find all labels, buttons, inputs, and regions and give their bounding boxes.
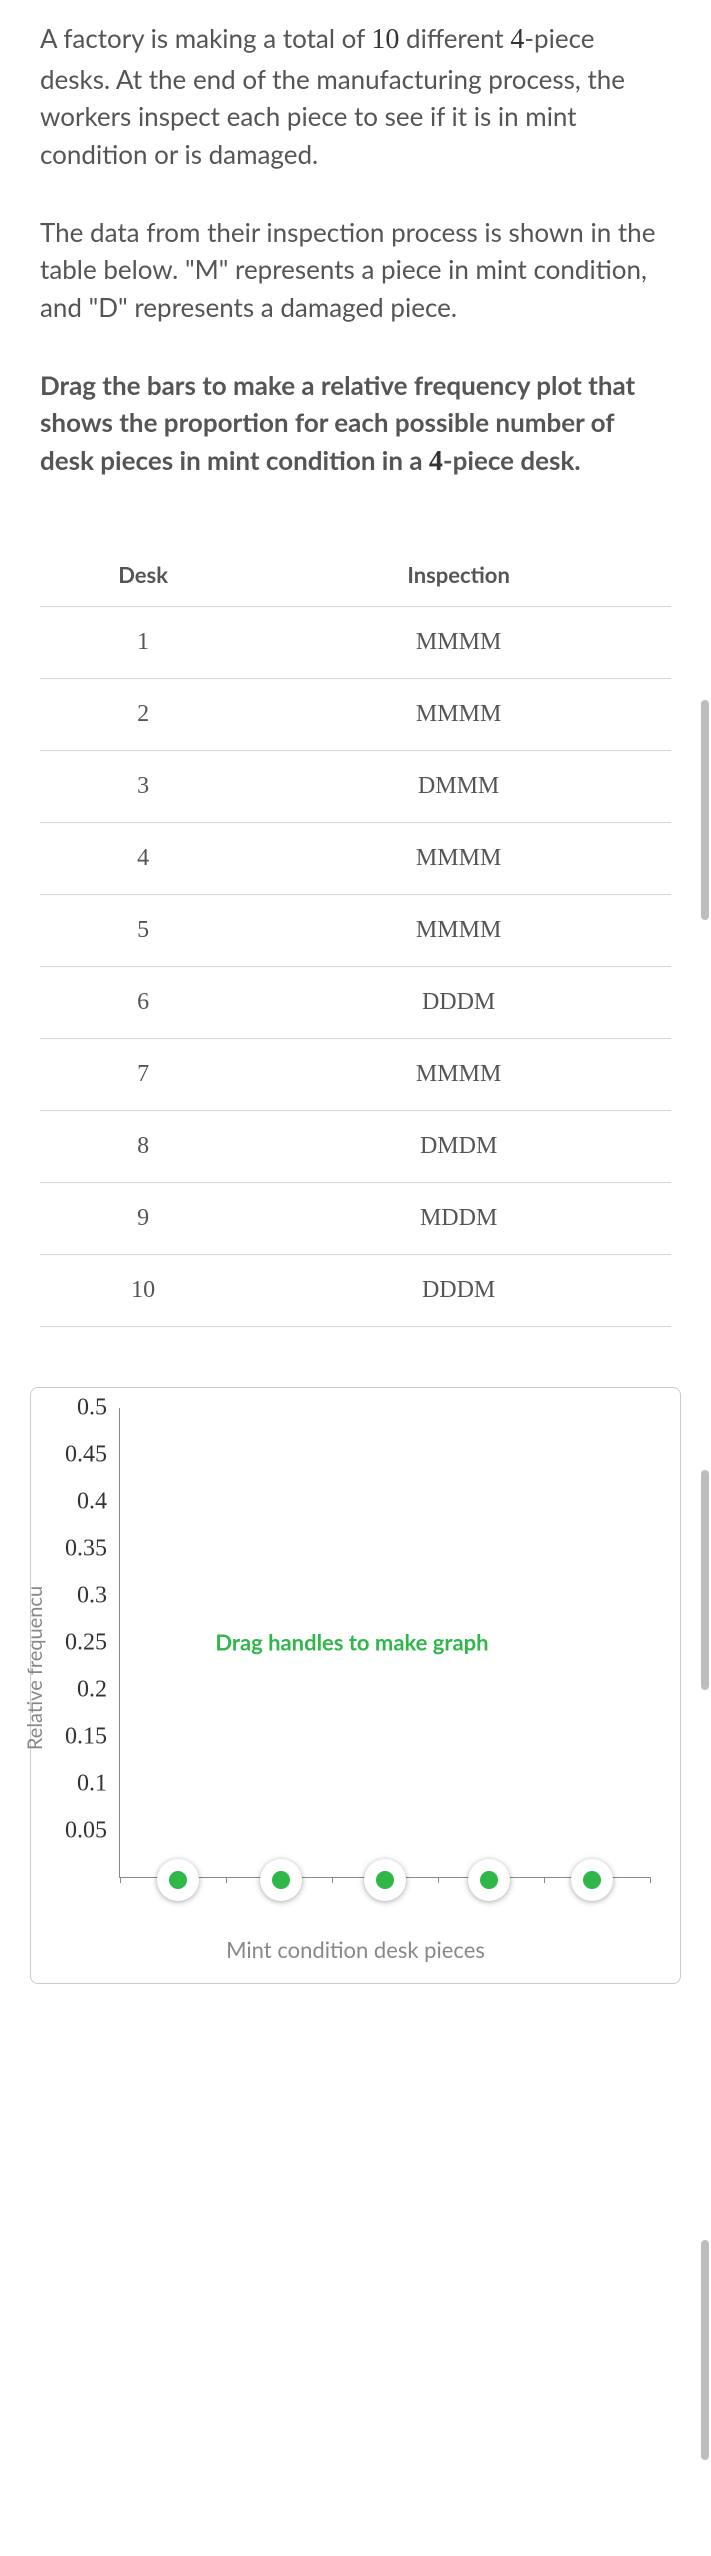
cell-desk: 4: [40, 822, 246, 894]
cell-desk: 6: [40, 966, 246, 1038]
paragraph-1: A factory is making a total of 10 differ…: [40, 20, 671, 174]
table-row: 2MMMM: [40, 678, 671, 750]
problem-content: A factory is making a total of 10 differ…: [0, 0, 711, 1327]
cell-inspection: MMMM: [246, 822, 671, 894]
text-fragment: -piece desk.: [443, 444, 581, 476]
table-row: 5MMMM: [40, 894, 671, 966]
table-row: 1MMMM: [40, 606, 671, 678]
text-fragment: different: [399, 22, 510, 54]
cell-desk: 9: [40, 1182, 246, 1254]
plot-area: Drag handles to make graph: [119, 1408, 650, 1878]
cell-desk: 8: [40, 1110, 246, 1182]
num-pieces: 4: [510, 24, 524, 55]
table-row: 6DDDM: [40, 966, 671, 1038]
y-tick-label: 0.35: [41, 1535, 107, 1562]
y-tick-label: 0.5: [41, 1394, 107, 1421]
x-tick-mark: [650, 1877, 651, 1883]
chart-container: Relative frequencu 0.050.10.150.20.250.3…: [30, 1387, 681, 1984]
y-tick-label: 0.3: [41, 1582, 107, 1609]
y-tick-label: 0.1: [41, 1770, 107, 1797]
num-total: 10: [371, 24, 399, 55]
cell-inspection: MMMM: [246, 894, 671, 966]
y-tick-label: 0.05: [41, 1817, 107, 1844]
scrollbar-thumb[interactable]: [701, 1470, 709, 1690]
cell-desk: 2: [40, 678, 246, 750]
cell-desk: 7: [40, 1038, 246, 1110]
cell-inspection: MDDM: [246, 1182, 671, 1254]
scrollbar-thumb[interactable]: [701, 2240, 709, 2460]
inspection-table: Desk Inspection 1MMMM2MMMM3DMMM4MMMM5MMM…: [40, 543, 671, 1327]
y-tick-label: 0.2: [41, 1676, 107, 1703]
col-header-desk: Desk: [40, 543, 246, 607]
x-tick-mark: [226, 1877, 227, 1883]
data-table-section: Desk Inspection 1MMMM2MMMM3DMMM4MMMM5MMM…: [40, 543, 671, 1327]
cell-desk: 5: [40, 894, 246, 966]
table-row: 8DMDM: [40, 1110, 671, 1182]
paragraph-2: The data from their inspection process i…: [40, 214, 671, 327]
scrollbar-thumb[interactable]: [701, 700, 709, 920]
problem-text: A factory is making a total of 10 differ…: [40, 20, 671, 483]
prompt: Drag the bars to make a relative frequen…: [40, 367, 671, 483]
cell-inspection: MMMM: [246, 678, 671, 750]
y-tick-label: 0.15: [41, 1723, 107, 1750]
y-tick-label: 0.25: [41, 1629, 107, 1656]
cell-inspection: MMMM: [246, 606, 671, 678]
x-tick-mark: [332, 1877, 333, 1883]
bars-container: [120, 1408, 650, 1877]
cell-inspection: DMDM: [246, 1110, 671, 1182]
table-row: 10DDDM: [40, 1254, 671, 1326]
y-tick-label: 0.4: [41, 1488, 107, 1515]
cell-desk: 3: [40, 750, 246, 822]
text-fragment: A factory is making a total of: [40, 22, 371, 54]
num-pieces-prompt: 4: [429, 446, 443, 477]
y-tick-label: 0.45: [41, 1441, 107, 1468]
cell-inspection: DDDM: [246, 1254, 671, 1326]
table-row: 3DMMM: [40, 750, 671, 822]
table-row: 4MMMM: [40, 822, 671, 894]
cell-desk: 10: [40, 1254, 246, 1326]
chart-area: Relative frequencu 0.050.10.150.20.250.3…: [41, 1408, 670, 1928]
cell-inspection: DDDM: [246, 966, 671, 1038]
x-tick-mark: [544, 1877, 545, 1883]
cell-desk: 1: [40, 606, 246, 678]
table-row: 9MDDM: [40, 1182, 671, 1254]
x-axis-label: Mint condition desk pieces: [41, 1936, 670, 1963]
cell-inspection: MMMM: [246, 1038, 671, 1110]
x-tick-marks: [120, 1877, 650, 1883]
x-tick-mark: [438, 1877, 439, 1883]
x-tick-mark: [120, 1877, 121, 1883]
col-header-inspection: Inspection: [246, 543, 671, 607]
cell-inspection: DMMM: [246, 750, 671, 822]
table-row: 7MMMM: [40, 1038, 671, 1110]
y-ticks: 0.050.10.150.20.250.30.350.40.450.5: [41, 1408, 113, 1878]
